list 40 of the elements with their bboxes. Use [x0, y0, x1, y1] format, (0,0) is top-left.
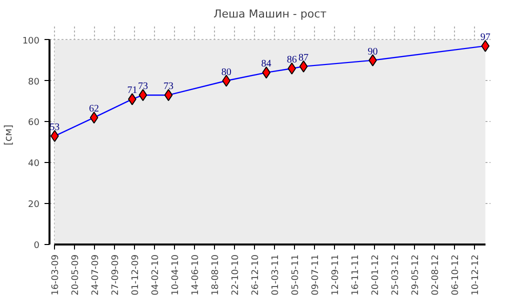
x-tick-label: 12-09-11 [331, 254, 342, 296]
x-tick-label: 04-02-10 [151, 254, 162, 296]
data-label: 87 [298, 52, 309, 64]
x-tick-label: 16-11-11 [351, 254, 362, 296]
data-label: 97 [480, 32, 490, 43]
x-tick-label: 09-07-11 [311, 254, 322, 296]
x-tick-label: 10-04-10 [171, 254, 182, 296]
x-tick-label: 01-12-09 [131, 254, 142, 296]
y-tick-label: 0 [34, 241, 40, 251]
x-tick-label: 24-07-09 [91, 254, 102, 296]
x-tick-label: 29-05-12 [411, 254, 422, 296]
y-axis-title: [см] [3, 124, 14, 146]
y-tick-label: 20 [28, 200, 40, 210]
x-tick-label: 22-10-10 [231, 254, 242, 296]
x-tick-label: 25-03-12 [391, 254, 402, 296]
data-label: 73 [138, 81, 148, 92]
chart-title: Леша Машин - рост [213, 8, 328, 20]
data-label: 84 [261, 58, 272, 70]
x-tick-label: 20-05-09 [71, 254, 82, 296]
x-tick-label: 26-12-10 [251, 254, 262, 296]
x-tick-label: 05-05-11 [291, 254, 302, 296]
data-label: 62 [89, 104, 100, 115]
x-tick-label: 14-06-10 [191, 254, 202, 296]
data-label: 80 [221, 66, 232, 78]
y-tick-label: 100 [22, 36, 40, 46]
x-tick-label: 18-08-10 [211, 254, 222, 296]
data-label: 86 [286, 54, 297, 66]
y-tick-label: 80 [28, 77, 40, 88]
x-tick-label: 10-12-12 [471, 254, 482, 296]
x-tick-label: 06-10-12 [451, 254, 462, 296]
data-label: 71 [127, 85, 138, 96]
x-tick-label: 20-01-12 [371, 254, 382, 296]
x-tick-label: 16-03-09 [51, 254, 62, 296]
data-label: 90 [368, 46, 378, 58]
data-label: 73 [163, 81, 174, 92]
x-tick-label: 27-09-09 [111, 254, 122, 296]
y-tick-label: 60 [28, 118, 40, 128]
x-tick-label: 01-03-11 [271, 254, 282, 296]
y-tick-label: 40 [28, 159, 40, 170]
x-tick-label: 02-08-12 [431, 254, 442, 296]
